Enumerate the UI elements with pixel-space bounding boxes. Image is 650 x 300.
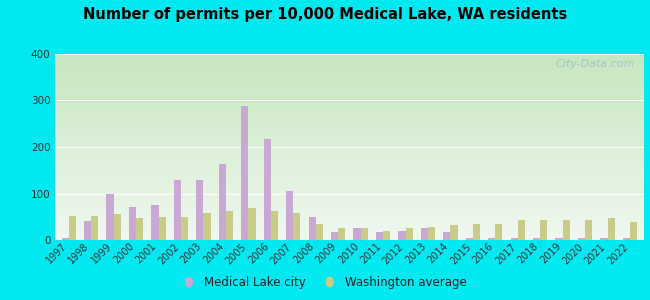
Bar [316, 224, 323, 240]
Bar [630, 222, 637, 240]
Bar [226, 211, 233, 240]
Bar [241, 106, 248, 240]
Bar [293, 214, 300, 240]
Bar [159, 217, 166, 240]
Bar [84, 221, 91, 240]
Bar [601, 238, 608, 240]
Text: City-Data.com: City-Data.com [555, 58, 634, 69]
Bar [406, 228, 413, 240]
Bar [450, 225, 458, 240]
Bar [196, 179, 203, 240]
Bar [533, 238, 540, 240]
Bar [136, 218, 143, 240]
Bar [218, 164, 226, 240]
Bar [354, 228, 361, 240]
Bar [248, 208, 255, 240]
Bar [69, 216, 76, 240]
Legend: Medical Lake city, Washington average: Medical Lake city, Washington average [178, 272, 472, 294]
Bar [114, 214, 121, 240]
Bar [556, 238, 563, 240]
Bar [428, 227, 435, 240]
Bar [421, 228, 428, 240]
Bar [62, 238, 69, 240]
Text: Number of permits per 10,000 Medical Lake, WA residents: Number of permits per 10,000 Medical Lak… [83, 8, 567, 22]
Bar [376, 232, 383, 240]
Bar [585, 220, 592, 240]
Bar [361, 228, 368, 240]
Bar [91, 216, 98, 240]
Bar [518, 220, 525, 240]
Bar [608, 218, 615, 240]
Bar [174, 179, 181, 240]
Bar [129, 208, 136, 240]
Bar [540, 220, 547, 240]
Bar [203, 214, 211, 240]
Bar [286, 191, 293, 240]
Bar [331, 232, 338, 240]
Bar [338, 228, 345, 240]
Bar [107, 194, 114, 240]
Bar [623, 238, 630, 240]
Bar [264, 139, 271, 240]
Bar [443, 232, 450, 240]
Bar [465, 238, 473, 240]
Bar [271, 211, 278, 240]
Bar [511, 238, 518, 240]
Bar [578, 238, 585, 240]
Bar [398, 231, 406, 240]
Bar [488, 238, 495, 240]
Bar [473, 224, 480, 240]
Bar [495, 224, 502, 240]
Bar [383, 231, 390, 240]
Bar [151, 205, 159, 240]
Bar [563, 220, 570, 240]
Bar [181, 217, 188, 240]
Bar [309, 217, 316, 240]
